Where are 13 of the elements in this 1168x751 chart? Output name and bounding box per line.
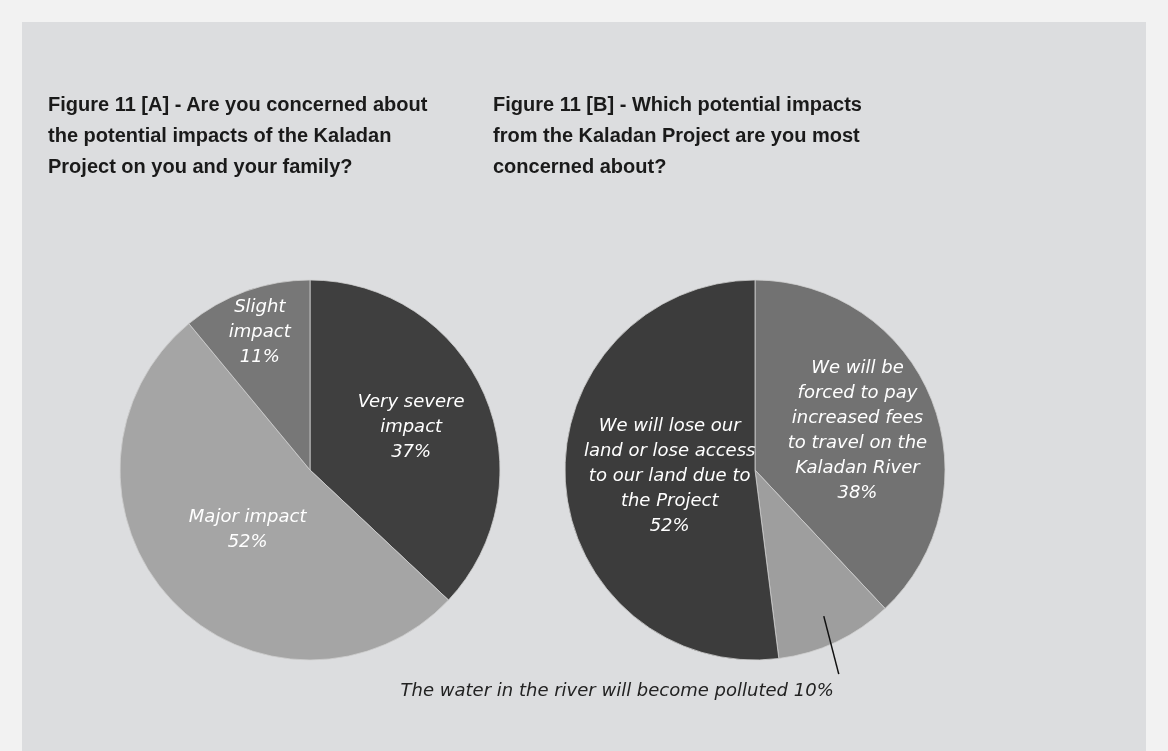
slice-label: Slight impact — [228, 294, 292, 341]
chart-title: Figure 11 [B] - Which potential impacts from the Kaladan Project are you most concerned about? — [493, 93, 862, 177]
chart-title: Figure 11 [A] - Are you concerned about the potential impacts of the Kaladan Project on you and your family? — [48, 93, 428, 177]
data-label: 52% — [649, 514, 690, 536]
slice-label: The water in the river will become polluted 10% — [400, 679, 834, 701]
data-label: 38% — [837, 480, 878, 502]
slice-label: We will lose our land or lose access to our land due to the Project — [583, 414, 756, 511]
slice-label: Very severe impact — [357, 390, 465, 437]
data-label: 52% — [227, 530, 268, 552]
slice-label: Major impact — [188, 505, 308, 527]
data-label: 11% — [239, 344, 280, 366]
slice-label: We will be forced to pay increased fees to travel on the Kaladan River — [787, 355, 928, 477]
data-label: 37% — [391, 440, 432, 462]
